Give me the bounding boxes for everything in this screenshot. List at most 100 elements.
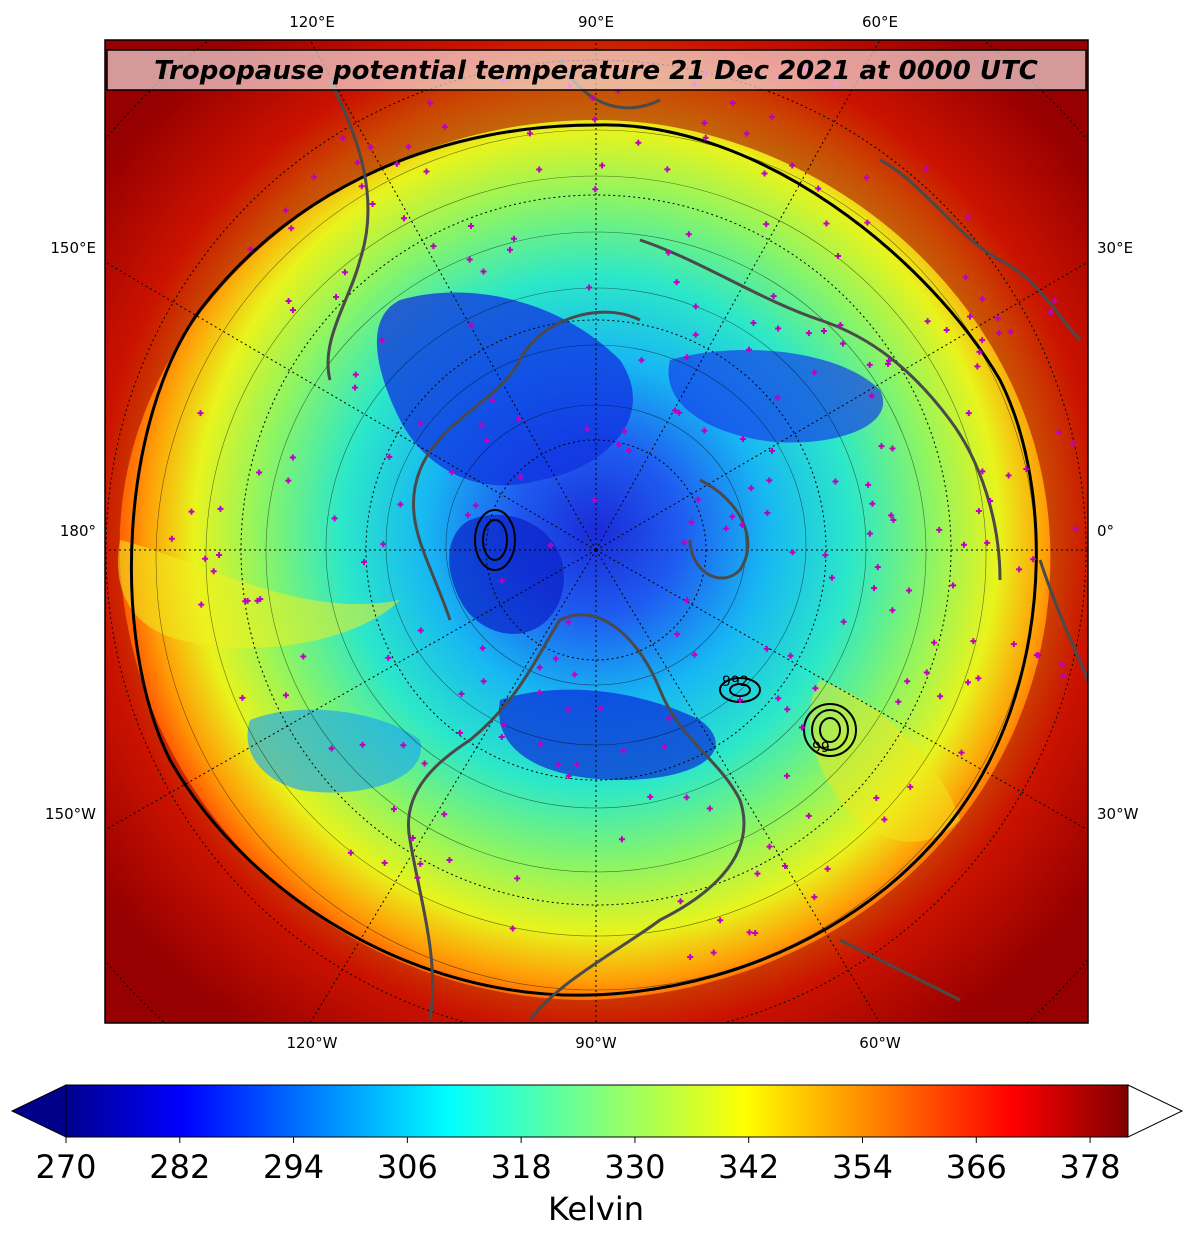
observation-marker — [874, 564, 881, 571]
observation-marker — [764, 509, 771, 516]
observation-marker — [441, 811, 448, 818]
colorbar: 270 282 294 306 318 330 342 354 366 378 Kelvin — [10, 1084, 1184, 1228]
observation-marker — [987, 498, 994, 505]
observation-marker — [837, 322, 844, 329]
observation-marker — [288, 225, 295, 232]
observation-marker — [515, 416, 522, 423]
observation-marker — [966, 313, 973, 320]
observation-marker — [300, 653, 307, 660]
observation-marker — [694, 496, 701, 503]
observation-marker — [766, 477, 773, 484]
observation-marker — [739, 436, 746, 443]
observation-marker — [210, 568, 217, 575]
observation-marker — [976, 348, 983, 355]
observation-marker — [798, 724, 805, 731]
observation-marker — [754, 870, 761, 877]
observation-marker — [247, 246, 254, 253]
observation-marker — [472, 502, 479, 509]
colorbar-frame — [65, 1084, 1129, 1138]
observation-marker — [965, 679, 972, 686]
observation-marker — [188, 508, 195, 515]
warm-tongue-west — [118, 540, 401, 648]
observation-marker — [691, 651, 698, 658]
observation-marker — [216, 552, 223, 559]
observation-marker — [1030, 556, 1037, 563]
warm-tongue-east — [809, 680, 960, 842]
observation-marker — [805, 812, 812, 819]
observation-marker — [441, 123, 448, 130]
colorbar-tick-label-1: 282 — [149, 1148, 210, 1186]
colorbar-tick-label-4: 318 — [491, 1148, 552, 1186]
cold-pool-east — [668, 350, 884, 443]
colorbar-label: Kelvin — [548, 1190, 644, 1228]
colorbar-extend-high — [1127, 1084, 1184, 1138]
observation-marker — [881, 816, 888, 823]
observation-marker — [1016, 566, 1023, 573]
observation-marker — [811, 894, 818, 901]
observation-marker — [358, 183, 365, 190]
colorbar-tick-label-6: 342 — [718, 1148, 779, 1186]
observation-marker — [381, 859, 388, 866]
observation-marker — [673, 279, 680, 286]
observation-marker — [866, 530, 873, 537]
observation-marker — [537, 740, 544, 747]
lon-label-right-2: 30°W — [1097, 805, 1139, 823]
contour-label-99: 99 — [812, 740, 830, 756]
lon-labels-top: 120°E 90°E 60°E — [289, 13, 898, 31]
colorbar-tick-label-0: 270 — [35, 1148, 96, 1186]
observation-marker — [430, 243, 437, 250]
observation-marker — [710, 949, 717, 956]
observation-marker — [574, 761, 581, 768]
observation-marker — [618, 836, 625, 843]
observation-marker — [393, 160, 400, 167]
colorbar-tick-label-5: 330 — [604, 1148, 665, 1186]
observation-marker — [763, 221, 770, 228]
observation-marker — [625, 447, 632, 454]
observation-marker — [620, 748, 627, 755]
observation-marker — [1005, 472, 1012, 479]
observation-marker — [282, 692, 289, 699]
lon-label-bottom-1: 90°W — [575, 1034, 617, 1052]
observation-marker — [878, 443, 885, 450]
observation-marker — [400, 215, 407, 222]
observation-marker — [770, 293, 777, 300]
observation-marker — [647, 793, 654, 800]
observation-marker — [448, 469, 455, 476]
map-title: Tropopause potential temperature 21 Dec … — [154, 56, 1038, 86]
observation-marker — [768, 114, 775, 121]
observation-marker — [811, 369, 818, 376]
observation-marker — [417, 627, 424, 634]
lon-label-top-0: 120°E — [289, 13, 335, 31]
observation-marker — [333, 294, 340, 301]
observation-marker — [254, 597, 261, 604]
observation-marker — [748, 485, 755, 492]
observation-marker — [787, 652, 794, 659]
observation-marker — [1072, 525, 1079, 532]
observation-marker — [687, 954, 694, 961]
coastlines — [326, 59, 1088, 1021]
observation-marker — [739, 521, 746, 528]
observation-marker — [1058, 661, 1065, 668]
observation-marker — [500, 721, 507, 728]
observation-marker — [1007, 328, 1014, 335]
observation-marker — [217, 505, 224, 512]
observation-marker — [890, 516, 897, 523]
observation-marker — [828, 574, 835, 581]
colorbar-tick-label-2: 294 — [263, 1148, 324, 1186]
lon-label-right-0: 30°E — [1097, 239, 1133, 257]
observation-marker — [863, 174, 870, 181]
observation-marker — [458, 690, 465, 697]
observation-marker — [446, 856, 453, 863]
observation-marker — [965, 410, 972, 417]
observation-marker — [586, 284, 593, 291]
lon-labels-left: 150°E 180° 150°W — [45, 239, 96, 823]
observation-marker — [285, 298, 292, 305]
mslp-contours — [474, 509, 857, 757]
observation-marker — [466, 256, 473, 263]
observation-marker — [865, 481, 872, 488]
observation-marker — [812, 685, 819, 692]
observation-marker — [677, 898, 684, 905]
observation-marker — [736, 697, 743, 704]
observation-marker — [310, 174, 317, 181]
